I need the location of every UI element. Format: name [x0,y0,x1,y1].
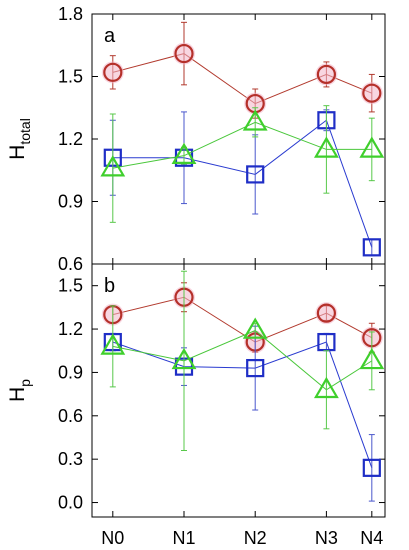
data-point-triangle [100,155,126,177]
x-category-label: N2 [244,528,267,548]
panel-a: 0.6 0.9 1.2 1.5 1.8 a Htotal [6,4,386,274]
data-point-triangle [171,347,197,370]
y-axis-label-main: H [6,145,29,160]
series-square [103,109,381,257]
y-tick-label: 1.2 [58,319,83,339]
y-tick-label: 0.9 [58,362,83,382]
data-point-square [246,165,265,184]
data-point-square [246,358,265,378]
data-point-triangle [242,109,268,131]
data-point-square [362,238,381,257]
data-point-circle [316,64,336,85]
data-point-circle [316,303,336,323]
series-line [112,341,373,469]
panel-b: 0.0 0.3 0.6 0.9 1.2 1.5 b Hp N0 N1 N2 N3 N4 [6,263,386,548]
y-tick-label: 0.6 [58,254,83,274]
data-point-triangle [313,136,339,158]
y-tick-label: 0.6 [58,406,83,426]
plot-frame [91,13,386,265]
data-point-circle [362,83,382,103]
series-square [103,325,381,502]
y-axis-label-subscript: total [17,118,33,144]
panel-letter: a [104,25,116,47]
series-triangle [100,105,385,223]
y-tick-label: 0.9 [58,192,83,212]
y-tick-label: 1.8 [58,4,83,24]
x-category-label: N1 [172,528,195,548]
y-axis-label: Hp [6,379,33,402]
series-circle [101,282,383,354]
x-category-label: N3 [315,528,338,548]
x-category-label: N4 [360,528,383,548]
data-point-triangle [100,333,126,355]
y-tick-label: 0.0 [58,493,83,513]
panels: 0.6 0.9 1.2 1.5 1.8 a Htotal 0.0 0.3 0.6 0.9 1.2 1.5… [6,4,386,548]
series-triangle [100,270,385,451]
data-point-square [362,458,381,477]
data-point-circle [174,43,194,64]
data-point-triangle [313,376,339,399]
data-point-triangle [171,142,197,164]
y-tick-label: 1.2 [58,129,83,149]
data-point-square [317,332,336,352]
y-axis-label: Htotal [6,118,33,160]
data-point-triangle [242,317,268,339]
y-axis-label-subscript: p [17,379,33,387]
y-tick-label: 1.5 [58,67,83,87]
data-point-triangle [359,136,385,158]
y-axis-label-main: H [6,387,29,402]
data-point-circle [103,62,123,82]
y-tick-label: 0.3 [58,449,83,469]
y-tick-label: 1.5 [58,276,83,296]
panel-letter: b [104,275,115,297]
series-circle [101,21,383,119]
data-point-triangle [359,347,385,370]
series-line [112,119,373,248]
plot-frame [91,263,386,518]
x-category-label: N0 [101,528,124,548]
